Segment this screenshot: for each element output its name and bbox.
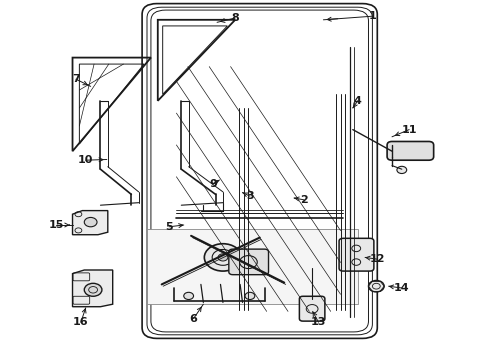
Circle shape: [368, 280, 384, 292]
Text: 11: 11: [401, 125, 417, 135]
Text: 3: 3: [246, 191, 254, 201]
Text: 1: 1: [368, 11, 376, 21]
FancyBboxPatch shape: [339, 238, 374, 271]
Polygon shape: [73, 211, 108, 235]
FancyBboxPatch shape: [229, 249, 269, 275]
Circle shape: [204, 244, 242, 271]
Text: 12: 12: [369, 254, 385, 264]
Text: 4: 4: [354, 96, 362, 106]
Text: 7: 7: [72, 74, 80, 84]
Text: 10: 10: [78, 155, 94, 165]
Polygon shape: [73, 270, 113, 307]
Text: 14: 14: [394, 283, 410, 293]
Text: 6: 6: [190, 314, 197, 324]
FancyBboxPatch shape: [299, 296, 325, 321]
Text: 8: 8: [231, 13, 239, 23]
Text: 15: 15: [49, 220, 64, 230]
Bar: [147, 229, 358, 304]
Text: 9: 9: [209, 179, 217, 189]
Text: 16: 16: [73, 317, 89, 327]
Circle shape: [218, 254, 228, 261]
Circle shape: [397, 166, 407, 174]
Circle shape: [84, 283, 102, 296]
Text: 2: 2: [300, 195, 308, 205]
Circle shape: [84, 217, 97, 227]
Circle shape: [184, 292, 194, 300]
FancyBboxPatch shape: [387, 141, 434, 160]
Bar: [176, 67, 341, 311]
Text: 13: 13: [311, 317, 326, 327]
Text: 5: 5: [165, 222, 173, 232]
Circle shape: [245, 292, 255, 300]
